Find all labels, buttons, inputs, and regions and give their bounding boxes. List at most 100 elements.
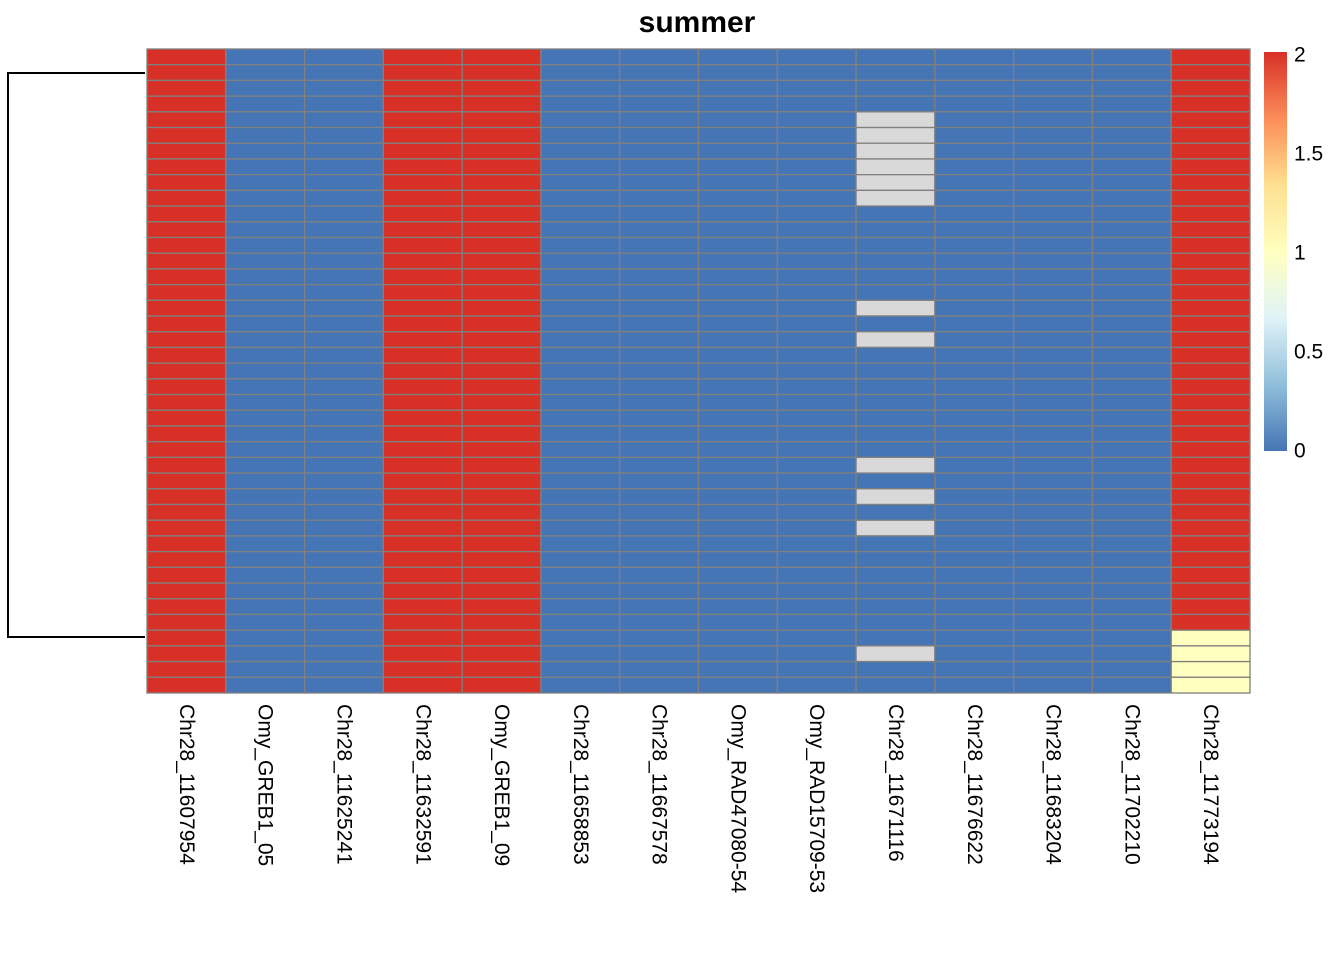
heatmap-cell: [697, 174, 778, 192]
heatmap-cell: [303, 283, 385, 301]
heatmap-cell: [1012, 566, 1094, 584]
heatmap-cell: [540, 456, 621, 474]
heatmap-cell: [1170, 519, 1251, 537]
heatmap-cell: [225, 158, 306, 176]
heatmap-cell: [697, 566, 778, 584]
heatmap-cell: [619, 519, 700, 537]
heatmap-cell: [303, 425, 385, 443]
heatmap-cell: [855, 331, 936, 349]
heatmap-cell: [1091, 283, 1172, 301]
heatmap-cell: [1012, 362, 1094, 380]
column-labels: Chr28_11607954 Omy_GREB1_05 Chr28_11625241…: [175, 704, 1222, 893]
heatmap-cell: [1091, 189, 1172, 207]
heatmap-cell: [855, 676, 936, 694]
heatmap-cell: [1012, 582, 1094, 600]
heatmap-cell: [303, 205, 385, 223]
heatmap-cell: [303, 535, 385, 553]
heatmap-cell: [225, 79, 306, 97]
heatmap-cell: [225, 472, 306, 490]
heatmap-cell: [697, 409, 778, 427]
heatmap-cell: [540, 299, 621, 317]
column-label: Chr28_11667578: [648, 704, 671, 865]
heatmap-cell: [619, 236, 700, 254]
heatmap-cell: [461, 613, 542, 631]
heatmap-cell: [855, 126, 936, 144]
heatmap-cell: [619, 645, 700, 663]
heatmap-cell: [461, 645, 542, 663]
heatmap-cell: [697, 111, 778, 129]
heatmap-cell: [303, 158, 385, 176]
heatmap-cell: [697, 456, 778, 474]
heatmap-cell: [776, 79, 857, 97]
heatmap-cell: [776, 346, 857, 364]
heatmap-cell: [1091, 425, 1172, 443]
heatmap-cell: [855, 598, 936, 616]
column-label: Chr28_11683204: [1042, 704, 1065, 865]
heatmap-cell: [776, 456, 857, 474]
heatmap-cell: [1091, 566, 1172, 584]
heatmap-cell: [934, 252, 1015, 270]
heatmap-cell: [619, 535, 700, 553]
heatmap-cell: [225, 252, 306, 270]
heatmap-cell: [225, 582, 306, 600]
heatmap-cell: [934, 299, 1015, 317]
heatmap-cell: [934, 535, 1015, 553]
heatmap-cell: [776, 283, 857, 301]
heatmap-cell: [461, 126, 542, 144]
heatmap-cell: [1170, 346, 1251, 364]
heatmap-cell: [382, 111, 463, 129]
chart-title: summer: [639, 6, 756, 39]
heatmap-cell: [303, 174, 385, 192]
heatmap-cell: [1012, 441, 1094, 459]
heatmap-cell: [382, 519, 463, 537]
heatmap-cell: [1012, 378, 1094, 396]
heatmap-cell: [146, 660, 227, 678]
heatmap-cell: [225, 64, 306, 82]
heatmap-cell: [934, 488, 1015, 506]
heatmap-cell: [1091, 362, 1172, 380]
heatmap-cell: [225, 95, 306, 113]
heatmap-cell: [934, 95, 1015, 113]
heatmap-cell: [382, 205, 463, 223]
heatmap-cell: [1091, 64, 1172, 82]
heatmap-cell: [225, 676, 306, 694]
heatmap-cell: [382, 660, 463, 678]
heatmap-cell: [146, 315, 227, 333]
heatmap-cell: [855, 503, 936, 521]
heatmap-cell: [1012, 425, 1094, 443]
heatmap-cell: [619, 660, 700, 678]
column-label: Chr28_11625241: [332, 704, 355, 865]
heatmap-cell: [697, 676, 778, 694]
heatmap-cell: [697, 488, 778, 506]
heatmap-cell: [1012, 236, 1094, 254]
heatmap-cell: [146, 629, 227, 647]
heatmap-cell: [855, 378, 936, 396]
heatmap-cell: [776, 205, 857, 223]
heatmap-cell: [619, 48, 700, 66]
heatmap-cell: [934, 425, 1015, 443]
heatmap-cell: [461, 393, 542, 411]
heatmap-cell: [1170, 221, 1251, 239]
heatmap-cell: [540, 393, 621, 411]
heatmap-cell: [619, 393, 700, 411]
heatmap-cell: [225, 378, 306, 396]
heatmap-cell: [697, 582, 778, 600]
heatmap-cell: [934, 566, 1015, 584]
column-label: Chr28_11773194: [1199, 704, 1222, 865]
heatmap-cell: [934, 268, 1015, 286]
heatmap-cell: [225, 268, 306, 286]
heatmap-cell: [146, 283, 227, 301]
heatmap-cell: [146, 95, 227, 113]
heatmap-cell: [697, 472, 778, 490]
heatmap-cell: [697, 519, 778, 537]
heatmap-cell: [619, 503, 700, 521]
heatmap-cell: [461, 629, 542, 647]
heatmap-cell: [303, 409, 385, 427]
heatmap-cell: [697, 95, 778, 113]
heatmap-cell: [540, 409, 621, 427]
heatmap-cell: [619, 378, 700, 396]
heatmap-cell: [1170, 566, 1251, 584]
heatmap-cell: [461, 158, 542, 176]
heatmap-cell: [934, 158, 1015, 176]
heatmap-cell: [225, 645, 306, 663]
